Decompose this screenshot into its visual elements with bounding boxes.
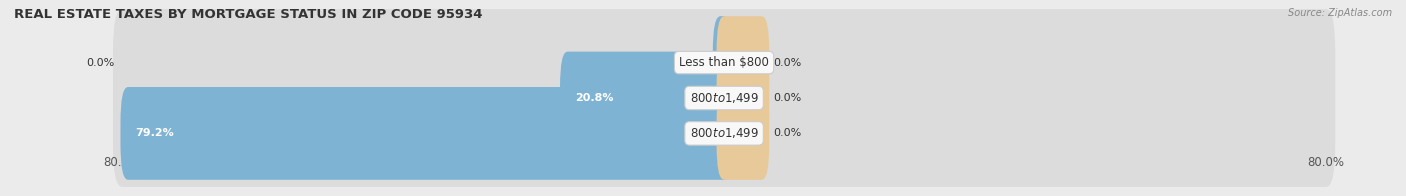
Text: 0.0%: 0.0% (773, 128, 801, 138)
FancyBboxPatch shape (717, 52, 769, 144)
FancyBboxPatch shape (717, 87, 769, 180)
Text: 0.0%: 0.0% (86, 58, 114, 68)
Text: Source: ZipAtlas.com: Source: ZipAtlas.com (1288, 8, 1392, 18)
Text: $800 to $1,499: $800 to $1,499 (689, 126, 759, 140)
Text: $800 to $1,499: $800 to $1,499 (689, 91, 759, 105)
Text: REAL ESTATE TAXES BY MORTGAGE STATUS IN ZIP CODE 95934: REAL ESTATE TAXES BY MORTGAGE STATUS IN … (14, 8, 482, 21)
FancyBboxPatch shape (112, 9, 1336, 116)
Text: Less than $800: Less than $800 (679, 56, 769, 69)
FancyBboxPatch shape (121, 87, 731, 180)
Text: 0.0%: 0.0% (773, 58, 801, 68)
Text: 0.0%: 0.0% (773, 93, 801, 103)
FancyBboxPatch shape (713, 16, 731, 109)
FancyBboxPatch shape (717, 16, 769, 109)
FancyBboxPatch shape (112, 80, 1336, 187)
Text: 79.2%: 79.2% (135, 128, 174, 138)
FancyBboxPatch shape (112, 44, 1336, 152)
Text: 20.8%: 20.8% (575, 93, 613, 103)
FancyBboxPatch shape (560, 52, 731, 144)
